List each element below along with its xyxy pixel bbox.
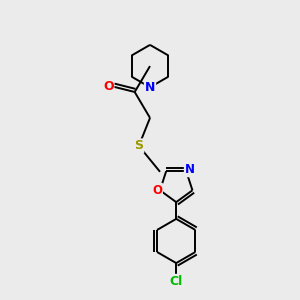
Text: S: S	[134, 140, 143, 152]
Text: O: O	[103, 80, 113, 93]
Text: N: N	[185, 163, 195, 176]
Text: Cl: Cl	[169, 275, 183, 288]
Text: N: N	[145, 81, 155, 94]
Text: O: O	[152, 184, 162, 197]
